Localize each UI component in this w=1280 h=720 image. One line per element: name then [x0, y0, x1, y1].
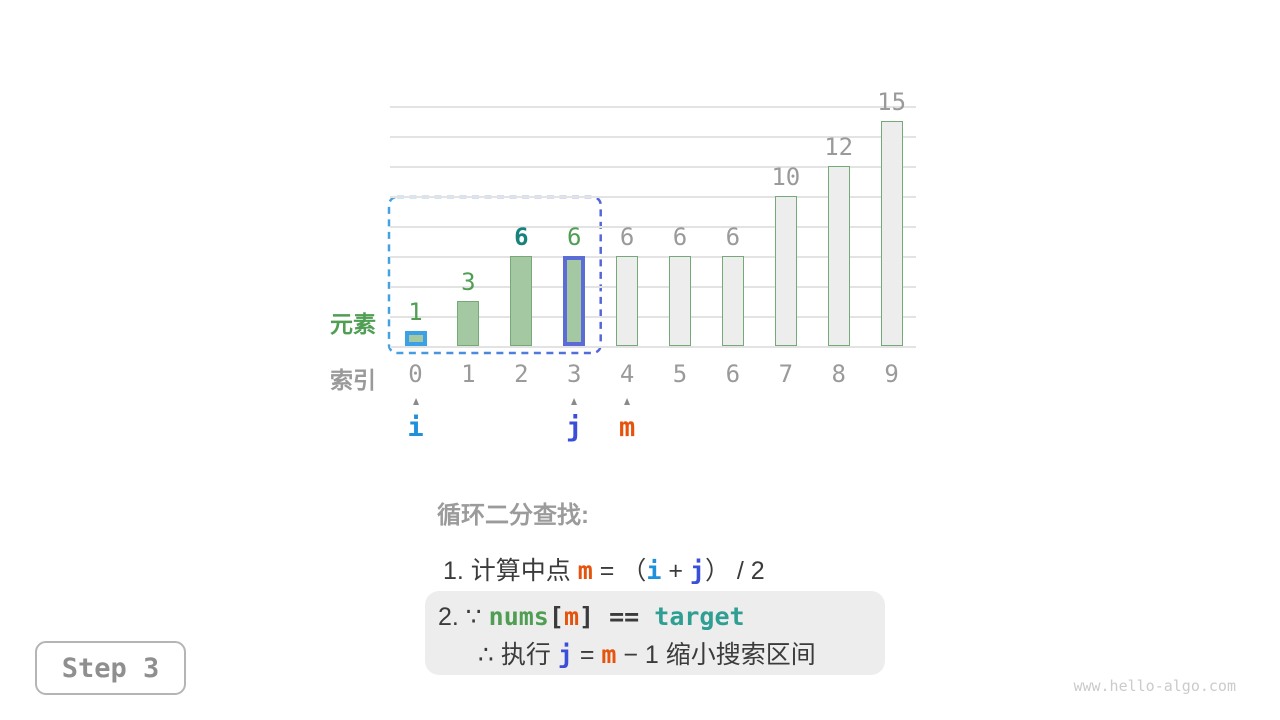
index-label-3: 3: [566, 360, 582, 388]
explanation-step-2-action: ∴ 执行 j = m − 1 缩小搜索区间: [438, 636, 885, 674]
array-bar-4: [616, 256, 639, 346]
text-token: m: [601, 640, 617, 669]
text-token: 1. 计算中点: [443, 557, 578, 585]
pointer-j-label: j: [566, 412, 583, 443]
index-label-8: 8: [831, 360, 846, 388]
step-badge-label: Step 3: [61, 652, 160, 684]
index-label-6: 6: [725, 360, 741, 388]
bar-value-label-7: 10: [771, 163, 801, 191]
text-token: ） / 2: [704, 557, 765, 585]
gridline: [390, 346, 916, 348]
bar-value-label-6: 6: [725, 223, 741, 251]
x-axis-label: 索引: [330, 367, 376, 393]
explanation-heading: 循环二分查找:: [437, 502, 589, 529]
gridline: [390, 226, 916, 228]
array-bar-1: [457, 301, 480, 346]
bar-value-label-5: 6: [672, 223, 688, 251]
pointer-m-label: m: [618, 412, 636, 443]
index-label-7: 7: [778, 360, 794, 388]
gridline: [390, 136, 916, 138]
text-token: m: [563, 602, 579, 631]
gridline: [390, 106, 916, 108]
bar-value-label-8: 12: [824, 133, 854, 161]
gridline: [390, 256, 916, 258]
array-bar-8: [827, 166, 850, 346]
gridline: [390, 166, 916, 168]
index-label-2: 2: [514, 360, 529, 388]
text-token: j: [689, 556, 705, 585]
text-token: （: [621, 557, 647, 585]
array-bar-7: [774, 196, 797, 346]
bar-value-label-3: 6: [566, 223, 582, 251]
bar-value-label-9: 15: [877, 88, 907, 116]
text-token: i: [646, 556, 662, 585]
gridline: [390, 196, 916, 198]
gridline: [390, 316, 916, 318]
index-label-0: 0: [408, 360, 423, 388]
index-label-9: 9: [884, 360, 899, 388]
pointer-j-caret-icon: ▲: [569, 394, 580, 408]
explanation-step-2-condition: 2. ∵ nums[m] == target: [438, 598, 885, 636]
text-token: nums: [488, 602, 549, 631]
text-token: j: [557, 640, 573, 669]
array-bar-3: [563, 256, 586, 346]
index-label-4: 4: [619, 360, 635, 388]
array-bar-9: [880, 121, 903, 346]
pointer-i-label: i: [407, 412, 424, 443]
text-token: ∵: [465, 603, 489, 631]
text-token: target: [654, 602, 745, 631]
step-badge: Step 3: [35, 641, 186, 695]
text-token: +: [661, 557, 690, 585]
text-token: − 1 缩小搜索区间: [616, 641, 816, 669]
bar-value-label-0: 1: [408, 298, 423, 326]
explanation-highlight-box: 2. ∵ nums[m] == target ∴ 执行 j = m − 1 缩小…: [425, 591, 885, 675]
bar-value-label-1: 3: [461, 268, 476, 296]
array-bar-2: [510, 256, 533, 346]
text-token: =: [572, 641, 602, 669]
index-label-5: 5: [672, 360, 688, 388]
text-token: [: [548, 602, 564, 631]
text-token: m: [577, 556, 593, 585]
text-token: ∴ 执行: [478, 641, 558, 669]
text-token: ]: [579, 602, 595, 631]
explanation-step-1: 1. 计算中点 m = （i + j） / 2: [443, 551, 765, 587]
text-token: 2.: [438, 603, 466, 631]
gridline: [390, 286, 916, 288]
array-bar-0: [404, 331, 427, 346]
y-axis-label: 元素: [330, 311, 376, 337]
pointer-m-caret-icon: ▲: [622, 394, 633, 408]
pointer-i-caret-icon: ▲: [410, 394, 421, 408]
array-bar-6: [721, 256, 744, 346]
watermark: www.hello-algo.com: [1073, 677, 1236, 695]
text-token: =: [592, 557, 622, 585]
index-label-1: 1: [461, 360, 476, 388]
array-bar-5: [669, 256, 691, 346]
bar-value-label-4: 6: [619, 223, 635, 251]
text-token: ==: [594, 602, 655, 631]
bar-value-label-2: 6: [514, 223, 529, 251]
